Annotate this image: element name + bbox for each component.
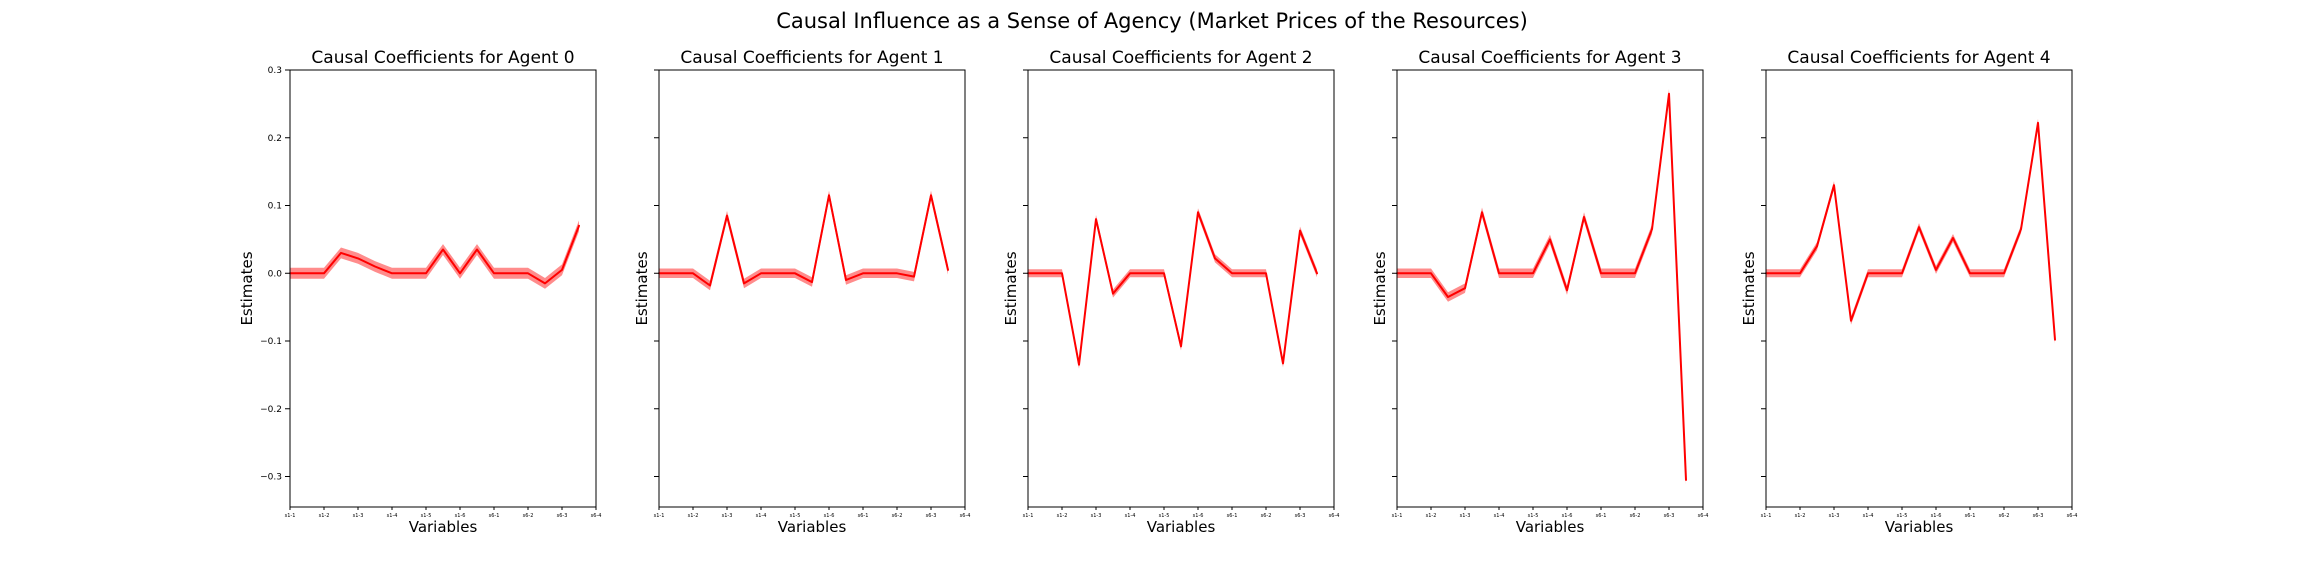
x-tick-label-1-2: s1-3 <box>722 513 733 519</box>
x-tick-label-2-0: s1-1 <box>1023 513 1034 519</box>
x-tick-label-2-6: s6-1 <box>1227 513 1238 519</box>
y-axis-label-1: Estimates <box>633 251 651 325</box>
x-tick-label-0-2: s1-3 <box>353 513 364 519</box>
x-tick-label-3-2: s1-3 <box>1460 513 1471 519</box>
x-tick-label-0-1: s1-2 <box>319 513 330 519</box>
y-axis-label-2: Estimates <box>1002 251 1020 325</box>
x-tick-label-2-7: s6-2 <box>1261 513 1272 519</box>
chart-panel-3: s1-1 s1-2 s1-3 s1-4 s1-5 s1-6 s6-1 s6-2 s6-3 s6-4… <box>1371 48 1708 536</box>
x-tick-label-0-9: s6-4 <box>591 513 602 519</box>
x-tick-label-0-3: s1-4 <box>387 513 398 519</box>
series-line-4 <box>1765 121 2056 341</box>
x-tick-label-0-6: s6-1 <box>489 513 500 519</box>
x-tick-label-1-0: s1-1 <box>654 513 665 519</box>
x-tick-label-3-8: s6-3 <box>1664 513 1675 519</box>
x-tick-label-4-6: s6-1 <box>1965 513 1976 519</box>
panels: 0.3 0.2 0.1 0.0 −0.1 −0.2 −0.3 s1-1 s1-2 s1-3 s1-4… <box>238 48 2077 536</box>
x-tick-label-3-1: s1-2 <box>1426 513 1437 519</box>
confidence-band-2 <box>1028 208 1317 369</box>
series-line-2 <box>1027 211 1318 366</box>
y-axis-label-0: Estimates <box>238 251 256 325</box>
panel-title-4: Causal Coefficients for Agent 4 <box>1787 48 2050 68</box>
x-tick-label-1-4: s1-5 <box>790 513 801 519</box>
y-axis-label-4: Estimates <box>1740 251 1758 325</box>
chart-panel-0: 0.3 0.2 0.1 0.0 −0.1 −0.2 −0.3 s1-1 s1-2 s1-3 s1-4… <box>238 48 601 536</box>
x-tick-label-1-5: s1-6 <box>824 513 835 519</box>
x-tick-label-1-9: s6-4 <box>960 513 971 519</box>
x-axis-label-3: Variables <box>1516 518 1585 536</box>
y-tick-label-0-0: 0.3 <box>268 66 282 76</box>
x-tick-label-1-6: s6-1 <box>858 513 869 519</box>
x-tick-label-0-8: s6-3 <box>557 513 568 519</box>
x-tick-label-3-0: s1-1 <box>1392 513 1403 519</box>
x-tick-label-3-5: s1-6 <box>1562 513 1573 519</box>
x-tick-label-4-1: s1-2 <box>1795 513 1806 519</box>
x-tick-label-3-7: s6-2 <box>1630 513 1641 519</box>
x-tick-label-2-4: s1-5 <box>1159 513 1170 519</box>
y-tick-label-0-2: 0.1 <box>268 202 282 212</box>
x-axis-label-1: Variables <box>778 518 847 536</box>
x-tick-label-2-2: s1-3 <box>1091 513 1102 519</box>
confidence-band-0 <box>290 220 579 289</box>
x-tick-label-3-6: s6-1 <box>1596 513 1607 519</box>
x-tick-label-4-0: s1-1 <box>1761 513 1772 519</box>
x-tick-label-0-5: s1-6 <box>455 513 466 519</box>
x-tick-label-4-8: s6-3 <box>2033 513 2044 519</box>
x-tick-label-4-5: s1-6 <box>1931 513 1942 519</box>
x-tick-label-4-4: s1-5 <box>1897 513 1908 519</box>
y-tick-label-0-3: 0.0 <box>268 269 283 279</box>
x-tick-label-2-8: s6-3 <box>1295 513 1306 519</box>
x-tick-label-2-5: s1-6 <box>1193 513 1204 519</box>
x-tick-label-0-7: s6-2 <box>523 513 534 519</box>
plot-frame-0 <box>289 69 597 508</box>
x-tick-label-3-3: s1-4 <box>1494 513 1505 519</box>
chart-panel-4: s1-1 s1-2 s1-3 s1-4 s1-5 s1-6 s6-1 s6-2 s6-3 s6-4… <box>1740 48 2077 536</box>
x-tick-label-1-1: s1-2 <box>688 513 699 519</box>
x-tick-label-3-4: s1-5 <box>1528 513 1539 519</box>
y-tick-label-0-5: −0.2 <box>260 405 282 415</box>
x-tick-label-2-9: s6-4 <box>1329 513 1340 519</box>
panel-title-2: Causal Coefficients for Agent 2 <box>1049 48 1312 68</box>
x-tick-label-1-8: s6-3 <box>926 513 937 519</box>
series-line-3 <box>1396 92 1687 481</box>
x-tick-label-0-0: s1-1 <box>285 513 296 519</box>
y-tick-label-0-1: 0.2 <box>268 134 282 144</box>
series-line-1 <box>658 194 949 287</box>
x-tick-label-1-7: s6-2 <box>892 513 903 519</box>
x-tick-label-4-2: s1-3 <box>1829 513 1840 519</box>
figure-title: Causal Influence as a Sense of Agency (M… <box>776 9 1528 33</box>
x-axis-label-2: Variables <box>1147 518 1216 536</box>
plot-frame-1 <box>658 69 966 508</box>
x-tick-label-3-9: s6-4 <box>1698 513 1709 519</box>
x-axis-label-4: Variables <box>1885 518 1954 536</box>
plot-frame-4 <box>1765 69 2073 508</box>
chart-panel-2: s1-1 s1-2 s1-3 s1-4 s1-5 s1-6 s6-1 s6-2 s6-3 s6-4… <box>1002 48 1339 536</box>
x-tick-label-1-3: s1-4 <box>756 513 767 519</box>
y-tick-label-0-4: −0.1 <box>260 337 282 347</box>
plot-frame-3 <box>1396 69 1704 508</box>
x-tick-label-2-3: s1-4 <box>1125 513 1136 519</box>
y-tick-label-0-6: −0.3 <box>260 473 282 483</box>
panel-title-3: Causal Coefficients for Agent 3 <box>1418 48 1681 68</box>
x-tick-label-0-4: s1-5 <box>421 513 432 519</box>
plot-frame-2 <box>1027 69 1335 508</box>
x-tick-label-2-1: s1-2 <box>1057 513 1068 519</box>
panel-title-0: Causal Coefficients for Agent 0 <box>311 48 574 68</box>
x-axis-label-0: Variables <box>409 518 478 536</box>
panel-title-1: Causal Coefficients for Agent 1 <box>680 48 943 68</box>
series-line-0 <box>289 224 580 285</box>
chart-panel-1: s1-1 s1-2 s1-3 s1-4 s1-5 s1-6 s6-1 s6-2 s6-3 s6-4… <box>633 48 970 536</box>
x-tick-label-4-3: s1-4 <box>1863 513 1874 519</box>
x-tick-label-4-7: s6-2 <box>1999 513 2010 519</box>
y-axis-label-3: Estimates <box>1371 251 1389 325</box>
confidence-band-4 <box>1766 118 2055 344</box>
x-tick-label-4-9: s6-4 <box>2067 513 2078 519</box>
